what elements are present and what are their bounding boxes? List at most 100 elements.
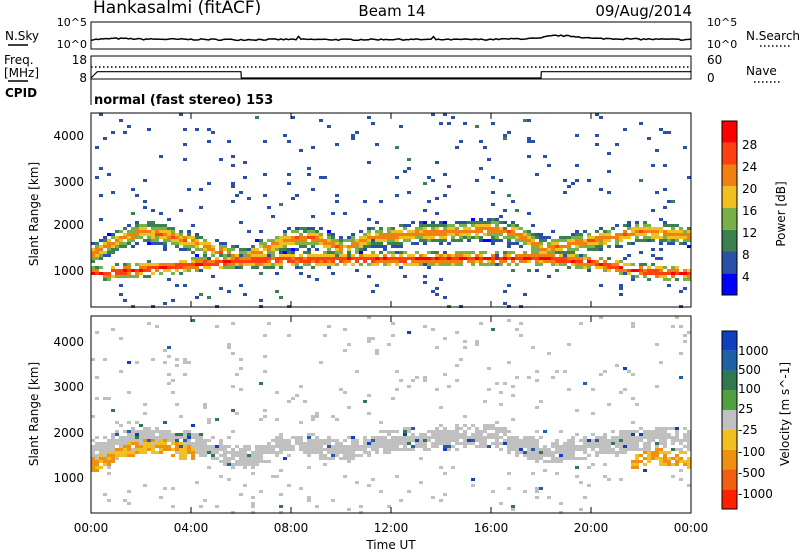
velocity-cell <box>243 448 247 451</box>
power-cell <box>435 254 439 257</box>
power-cell <box>171 242 175 245</box>
power-cell <box>267 248 271 251</box>
power-cell <box>259 245 263 248</box>
velocity-cell <box>135 445 139 448</box>
power-cell <box>311 215 315 218</box>
power-cell <box>387 260 391 263</box>
velocity-cell <box>115 454 119 457</box>
velocity-cell <box>171 505 175 508</box>
power-cell <box>183 128 187 131</box>
power-cell <box>439 263 443 266</box>
velocity-cell <box>123 436 127 439</box>
power-cell <box>523 230 527 233</box>
velocity-cell <box>231 454 235 457</box>
power-cell <box>263 173 267 176</box>
velocity-cell <box>167 382 171 385</box>
velocity-cell <box>231 430 235 433</box>
velocity-cell <box>611 448 615 451</box>
power-cell <box>603 230 607 233</box>
power-cell <box>479 230 483 233</box>
power-cell <box>455 230 459 233</box>
noise-right-label: N.Search <box>746 29 800 43</box>
power-cell <box>327 236 331 239</box>
velocity-cell <box>603 370 607 373</box>
velocity-cell <box>583 439 587 442</box>
velocity-cell <box>443 448 447 451</box>
power-cell <box>671 233 675 236</box>
power-cell <box>387 242 391 245</box>
velocity-cell <box>495 430 499 433</box>
power-cell <box>383 254 387 257</box>
power-cell <box>595 134 599 137</box>
power-cell <box>523 242 527 245</box>
power-cell <box>367 245 371 248</box>
power-cell <box>287 248 291 251</box>
velocity-cell <box>147 322 151 325</box>
power-cbar-tick-8: 8 <box>742 248 750 262</box>
velocity-cell <box>567 448 571 451</box>
power-cell <box>187 236 191 239</box>
power-cell <box>351 242 355 245</box>
velocity-cell <box>563 457 567 460</box>
velocity-cell <box>303 448 307 451</box>
velocity-cell <box>167 346 171 349</box>
velocity-cell <box>595 439 599 442</box>
power-cell <box>347 245 351 248</box>
power-cell <box>199 206 203 209</box>
velocity-cell <box>327 442 331 445</box>
power-cell <box>499 179 503 182</box>
velocity-cell <box>139 451 143 454</box>
velocity-cell <box>351 451 355 454</box>
velocity-cell <box>555 445 559 448</box>
velocity-cell <box>235 373 239 376</box>
velocity-cell <box>627 370 631 373</box>
vel-cbar-tick-1000: 1000 <box>738 344 769 358</box>
power-cell <box>475 227 479 230</box>
power-cell <box>399 245 403 248</box>
power-cell <box>339 257 343 260</box>
power-cell <box>331 212 335 215</box>
power-cell <box>467 260 471 263</box>
power-cell <box>451 263 455 266</box>
power-cell <box>375 284 379 287</box>
velocity-cell <box>687 460 691 463</box>
velocity-cell <box>275 436 279 439</box>
power-cell <box>171 230 175 233</box>
velocity-cell <box>371 442 375 445</box>
velocity-cell <box>627 439 631 442</box>
power-cell <box>651 227 655 230</box>
power-cell <box>227 257 231 260</box>
velocity-cell <box>163 421 167 424</box>
power-cell <box>379 245 383 248</box>
power-cell <box>359 245 363 248</box>
velocity-cell <box>671 436 675 439</box>
power-cell <box>463 251 467 254</box>
velocity-cell <box>91 448 95 451</box>
velocity-cell <box>159 442 163 445</box>
velocity-cell <box>659 439 663 442</box>
power-cell <box>439 224 443 227</box>
velocity-cell <box>587 442 591 445</box>
velocity-cell <box>243 445 247 448</box>
velocity-cell <box>103 442 107 445</box>
power-cell <box>439 254 443 257</box>
velocity-cell <box>399 439 403 442</box>
velocity-cell <box>243 463 247 466</box>
power-cell <box>655 266 659 269</box>
velocity-cell <box>295 442 299 445</box>
velocity-cell <box>575 448 579 451</box>
colorbar-segment <box>722 229 737 252</box>
power-cell <box>395 176 399 179</box>
velocity-cell <box>327 325 331 328</box>
power-cell <box>131 239 135 242</box>
power-cell <box>659 272 663 275</box>
velocity-cell <box>527 439 531 442</box>
power-cell <box>155 263 159 266</box>
velocity-cell <box>515 328 519 331</box>
velocity-cell <box>571 448 575 451</box>
power-cell <box>275 257 279 260</box>
power-cell <box>555 263 559 266</box>
power-cell <box>599 116 603 119</box>
velocity-cell <box>283 448 287 451</box>
power-cell <box>371 263 375 266</box>
